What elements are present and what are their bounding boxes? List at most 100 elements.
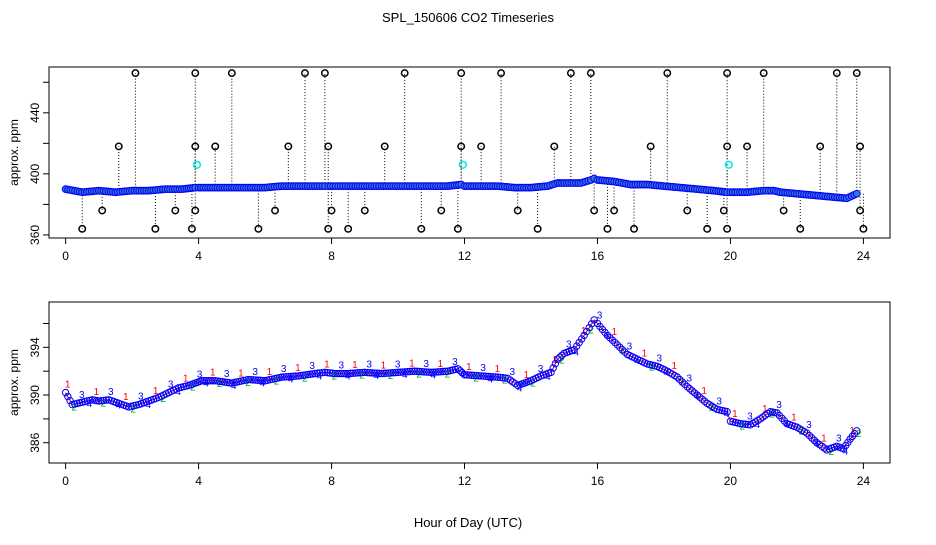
data-point	[251, 376, 260, 384]
point-label: 2	[530, 379, 536, 390]
data-point	[585, 323, 593, 332]
spike-point	[227, 69, 236, 78]
data-point	[328, 369, 337, 377]
data-point	[321, 368, 329, 377]
data-point	[441, 367, 450, 376]
point-label: 1	[183, 374, 189, 385]
data-point	[608, 336, 617, 344]
data-point	[249, 376, 257, 384]
point-label: 1	[210, 368, 216, 379]
data-point	[280, 373, 288, 381]
spike-point	[663, 69, 672, 78]
y-tick-label: 394	[28, 337, 42, 357]
data-point	[437, 367, 445, 376]
plot-frame	[48, 66, 891, 239]
data-point	[676, 375, 684, 384]
data-point	[688, 387, 696, 395]
data-point	[475, 372, 483, 380]
data-point	[318, 368, 327, 377]
data-point	[377, 369, 386, 378]
data-point	[744, 420, 752, 429]
cyan-point	[192, 160, 202, 169]
data-point	[853, 427, 861, 435]
data-point	[372, 369, 381, 377]
spike-point	[603, 224, 612, 233]
data-point	[289, 372, 298, 380]
data-point	[439, 367, 447, 376]
x-tick-label: 4	[195, 474, 202, 488]
point-label: 3	[566, 339, 572, 350]
data-point	[403, 367, 412, 376]
data-point	[323, 368, 332, 377]
data-point	[356, 369, 364, 377]
spike-point	[856, 206, 865, 215]
data-point	[313, 369, 322, 377]
data-point	[683, 382, 691, 391]
data-point	[399, 368, 407, 376]
data-point	[308, 370, 317, 378]
spike-point	[191, 142, 200, 151]
point-label: 4	[545, 372, 551, 383]
point-label: 3	[224, 369, 230, 380]
data-point	[479, 372, 488, 380]
data-point	[427, 368, 435, 377]
data-point	[463, 371, 471, 379]
data-point	[491, 373, 500, 381]
data-point	[472, 371, 481, 380]
spike-point	[743, 142, 752, 151]
data-point	[363, 368, 371, 377]
data-point	[349, 369, 357, 377]
spike-point	[78, 224, 87, 233]
data-point	[394, 368, 402, 377]
data-point	[384, 369, 393, 377]
point-label: 1	[352, 360, 358, 371]
data-point	[613, 341, 622, 349]
spike-point	[171, 206, 180, 215]
data-point	[470, 371, 478, 380]
data-point	[700, 397, 709, 405]
data-point	[292, 372, 300, 380]
point-label: 3	[597, 310, 603, 321]
point-label: 3	[366, 360, 372, 371]
point-label: 4	[231, 381, 237, 392]
x-tick-label: 16	[591, 249, 605, 263]
point-label: 3	[252, 367, 258, 378]
data-point	[803, 429, 811, 437]
data-point	[695, 393, 704, 401]
top-panel: 0 4 8 12 16 20 24 360 400 440 approx. ppm	[7, 66, 891, 263]
point-label: 2	[829, 447, 835, 458]
point-label: 4	[317, 371, 323, 382]
data-point	[467, 371, 476, 379]
data-point	[454, 365, 462, 373]
point-label: 1	[732, 409, 738, 420]
spike-point	[852, 69, 861, 78]
spike-point	[457, 142, 466, 151]
point-label: 1	[612, 327, 618, 338]
spike-point	[533, 224, 542, 233]
data-point	[211, 377, 219, 385]
data-point	[415, 367, 424, 376]
point-label: 1	[381, 361, 387, 372]
data-point	[365, 369, 374, 377]
data-point	[401, 368, 409, 376]
point-label: 2	[101, 399, 107, 410]
point-label: 2	[302, 373, 308, 384]
data-point	[316, 369, 324, 377]
spike-point	[550, 142, 559, 151]
data-point	[484, 372, 492, 381]
data-point	[616, 343, 624, 352]
spike-point	[301, 69, 309, 78]
spike-point	[284, 142, 293, 151]
point-label: 4	[573, 348, 579, 359]
point-label: 3	[452, 357, 458, 368]
data-point	[342, 369, 350, 378]
spike-point	[187, 224, 196, 233]
spike-point	[114, 142, 123, 151]
data-point	[611, 338, 619, 347]
point-label: 1	[94, 387, 100, 398]
x-axis-label: Hour of Day (UTC)	[414, 515, 522, 530]
spike-point	[453, 224, 462, 233]
x-tick-label: 12	[458, 249, 472, 263]
